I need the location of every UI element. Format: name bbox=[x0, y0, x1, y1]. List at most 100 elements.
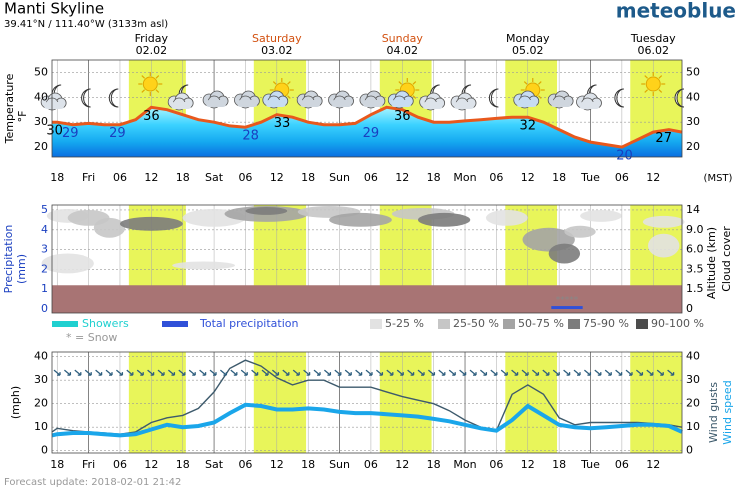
y-tick-label: 4 bbox=[41, 223, 48, 236]
x-tick-label: Mon bbox=[453, 171, 476, 184]
y-tick-label: 10 bbox=[34, 420, 48, 433]
weather-icon bbox=[81, 88, 91, 108]
precip-bar bbox=[551, 306, 567, 310]
wind-arrow bbox=[261, 369, 269, 376]
y2-tick-label: 14 bbox=[686, 203, 700, 216]
y-tick-label: 30 bbox=[34, 373, 48, 386]
y-tick-label-right: 30 bbox=[686, 115, 700, 128]
day-name: Saturday bbox=[252, 32, 302, 45]
wind-arrow bbox=[469, 369, 477, 376]
x-tick-label: 12 bbox=[144, 171, 158, 184]
sun-ray bbox=[398, 81, 403, 85]
low-cloud bbox=[52, 285, 682, 313]
day-date: 03.02 bbox=[261, 44, 293, 57]
x-tick-label: 12 bbox=[646, 171, 660, 184]
weather-icon bbox=[513, 78, 545, 109]
cloud bbox=[454, 102, 475, 109]
y-axis-label: (mph) bbox=[9, 386, 22, 419]
wind-arrow bbox=[490, 369, 498, 376]
timezone: (MST) bbox=[704, 173, 733, 184]
y-tick-label: 1 bbox=[41, 282, 48, 295]
day-name: Sunday bbox=[382, 32, 424, 45]
legend-label: 50-75 % bbox=[518, 317, 564, 330]
sun-ray bbox=[155, 75, 160, 79]
sun-ray bbox=[141, 89, 146, 93]
wind-arrow bbox=[521, 369, 529, 376]
wind-arrow bbox=[386, 369, 394, 376]
y-tick-label: 0 bbox=[41, 302, 48, 315]
y2-tick-label: 0 bbox=[686, 302, 693, 315]
wind-arrow bbox=[355, 369, 363, 376]
legend-swatch bbox=[370, 319, 382, 329]
x-tick-label: 06 bbox=[238, 458, 252, 471]
wind-arrow bbox=[635, 369, 644, 376]
x-tick-label: 12 bbox=[270, 458, 284, 471]
x-tick-label: 12 bbox=[144, 458, 158, 471]
weather-icon bbox=[262, 78, 294, 109]
wind-arrow bbox=[95, 369, 103, 376]
wind-arrow bbox=[407, 369, 415, 376]
wind-arrow bbox=[334, 369, 342, 376]
legend-label: Total precipitation bbox=[199, 317, 299, 330]
wind-arrow bbox=[240, 369, 248, 376]
x-tick-label: 18 bbox=[50, 458, 64, 471]
wind-arrow bbox=[417, 369, 425, 376]
daylight bbox=[379, 352, 432, 453]
x-tick-label: 18 bbox=[427, 458, 441, 471]
cloud-patch bbox=[417, 212, 471, 227]
x-tick-label: 18 bbox=[301, 171, 315, 184]
wind-arrow bbox=[511, 369, 519, 376]
x-tick-label: Mon bbox=[453, 458, 476, 471]
y2-tick-label: 3.5 bbox=[686, 262, 704, 275]
daylight bbox=[253, 352, 307, 453]
x-tick-label: Tue bbox=[580, 458, 600, 471]
weather-icon bbox=[108, 88, 119, 108]
wind-arrow bbox=[448, 369, 456, 376]
moon bbox=[614, 88, 624, 108]
weather-icon bbox=[419, 84, 446, 111]
series-label: Wind gusts bbox=[707, 382, 720, 443]
wind-line bbox=[51, 402, 683, 438]
weather-icon bbox=[234, 90, 260, 109]
legend-label: * = Snow bbox=[66, 331, 117, 344]
y-axis-unit: °F bbox=[16, 111, 29, 123]
wind-arrow bbox=[167, 369, 176, 376]
x-tick-label: 06 bbox=[364, 458, 378, 471]
cloud-patch bbox=[642, 215, 685, 228]
moon bbox=[81, 88, 91, 108]
wind-arrow bbox=[178, 369, 186, 376]
y-tick-label: 2 bbox=[41, 262, 48, 275]
x-tick-label: 18 bbox=[427, 171, 441, 184]
legend-swatch bbox=[438, 319, 450, 329]
weather-icon bbox=[547, 90, 574, 109]
wind-arrow bbox=[271, 369, 280, 376]
x-tick-label: 06 bbox=[238, 171, 252, 184]
y-tick-label-right: 20 bbox=[686, 140, 700, 153]
temperature-label: 20 bbox=[616, 149, 633, 164]
temperature-label: 36 bbox=[143, 109, 160, 124]
wind-arrow bbox=[251, 369, 259, 376]
wind-arrow bbox=[74, 369, 82, 376]
x-tick-label: 18 bbox=[301, 458, 315, 471]
wind-arrow bbox=[63, 369, 72, 376]
wind-arrow bbox=[115, 369, 124, 376]
weather-icon bbox=[202, 90, 229, 109]
wind-arrow bbox=[292, 369, 300, 376]
y2-tick-label: 1.5 bbox=[686, 282, 704, 295]
x-tick-label: 12 bbox=[646, 458, 660, 471]
legend-label: 5-25 % bbox=[385, 317, 424, 330]
x-tick-label: 12 bbox=[521, 458, 535, 471]
temperature-label: 29 bbox=[109, 126, 126, 141]
x-tick-label: 06 bbox=[615, 171, 629, 184]
location: 39.41°N / 111.40°W (3133m asl) bbox=[4, 19, 168, 30]
cloud bbox=[237, 100, 258, 107]
wind-arrow bbox=[303, 369, 311, 376]
cloud bbox=[516, 100, 537, 107]
legend-label: Showers bbox=[82, 317, 129, 330]
y-tick-label-right: 40 bbox=[686, 90, 700, 103]
brand[interactable]: meteoblue bbox=[616, 0, 736, 23]
sun-ray bbox=[538, 81, 542, 85]
x-tick-label: Sat bbox=[205, 171, 224, 184]
legend-label: 75-90 % bbox=[583, 317, 629, 330]
